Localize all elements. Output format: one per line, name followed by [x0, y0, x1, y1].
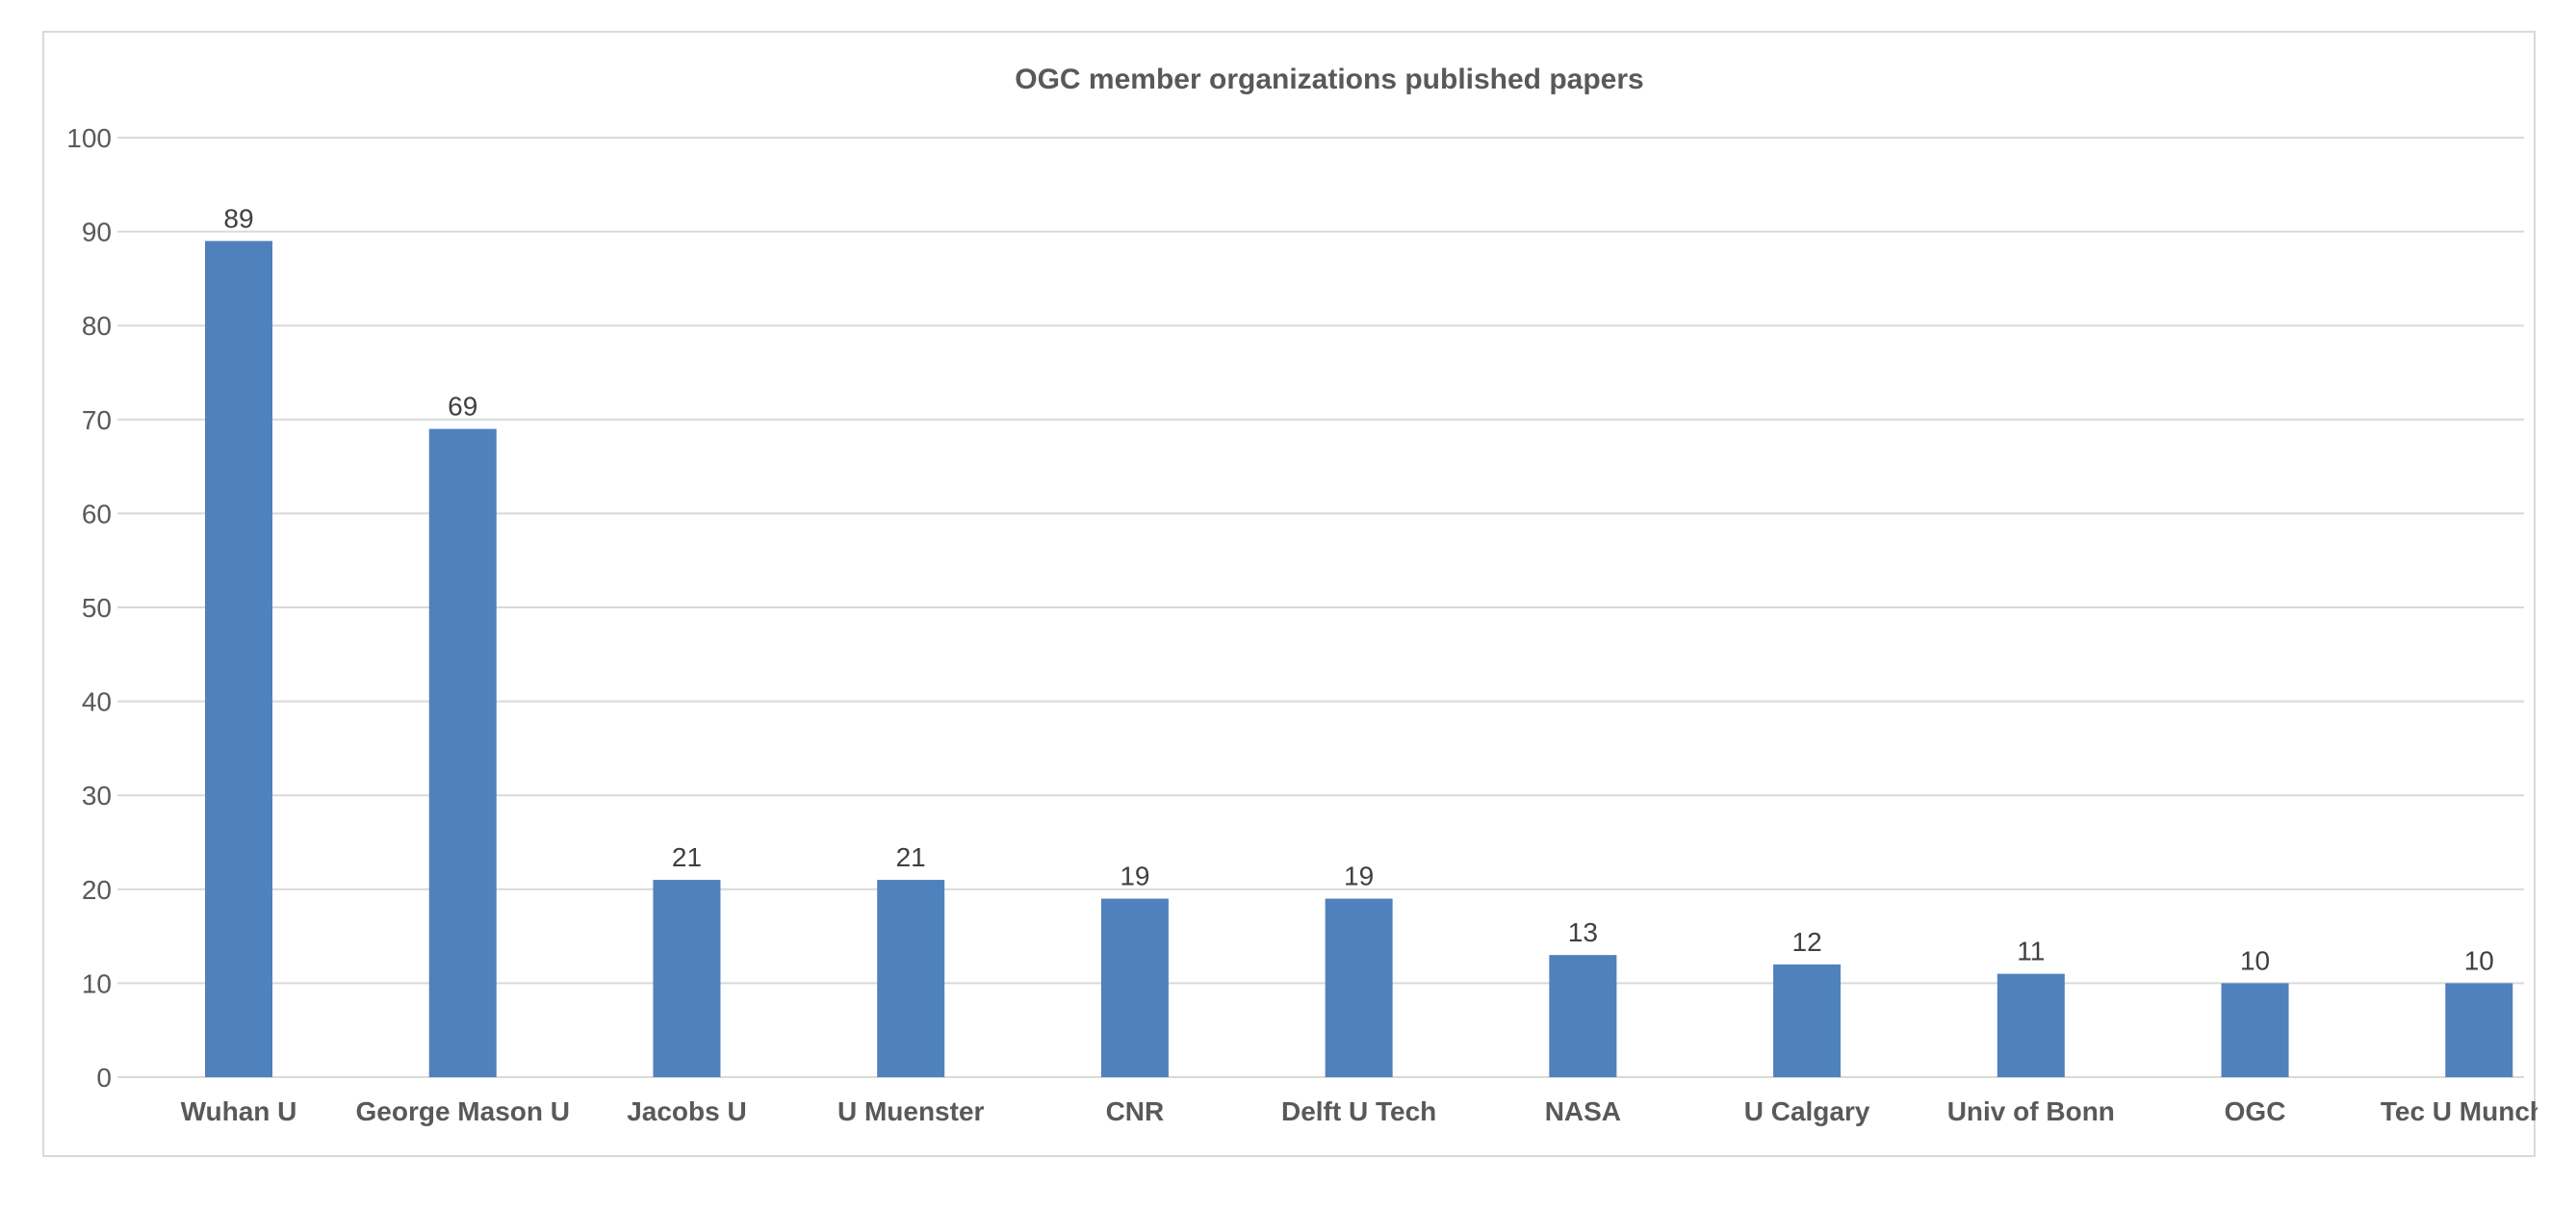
data-label: 69 — [448, 392, 477, 422]
category-label: NASA — [1545, 1096, 1621, 1126]
bar — [428, 428, 497, 1077]
data-label: 10 — [2464, 945, 2494, 975]
bar — [1996, 973, 2065, 1077]
y-tick-label: 0 — [96, 1063, 112, 1093]
y-tick-label: 70 — [82, 405, 112, 435]
bar — [2445, 983, 2513, 1077]
gridlines — [117, 137, 2524, 1078]
category-label: U Muenster — [837, 1096, 985, 1126]
y-tick-label: 90 — [82, 218, 112, 247]
bars — [205, 241, 2513, 1078]
chart-frame: OGC member organizations published paper… — [42, 31, 2537, 1157]
category-label: Jacobs U — [627, 1096, 747, 1126]
y-tick-label: 60 — [82, 499, 112, 528]
y-axis-ticks: 0 10 20 30 40 50 60 70 80 90 100 — [66, 123, 112, 1093]
y-tick-label: 20 — [82, 875, 112, 905]
category-label: Delft U Tech — [1281, 1096, 1436, 1126]
y-tick-label: 80 — [82, 311, 112, 341]
bar — [2221, 983, 2289, 1077]
category-label: George Mason U — [355, 1096, 569, 1126]
data-label: 19 — [1344, 862, 1374, 891]
bar-chart: OGC member organizations published paper… — [66, 64, 2537, 1126]
category-label: Tec U Munchen — [2381, 1096, 2537, 1126]
bar — [205, 241, 272, 1078]
bar — [1549, 955, 1617, 1077]
y-tick-label: 30 — [82, 781, 112, 811]
x-axis-categories: Wuhan U George Mason U Jacobs U U Muenster C… — [181, 1096, 2537, 1126]
bar — [653, 880, 721, 1077]
y-tick-label: 100 — [66, 123, 112, 153]
bar — [1773, 964, 1842, 1077]
bar — [877, 880, 945, 1077]
data-label: 21 — [672, 842, 702, 872]
category-label: CNR — [1106, 1096, 1165, 1126]
bar — [1325, 898, 1393, 1077]
data-label: 11 — [2017, 937, 2045, 966]
y-tick-label: 50 — [82, 593, 112, 623]
category-label: U Calgary — [1744, 1096, 1870, 1126]
category-label: OGC — [2225, 1096, 2286, 1126]
data-label: 10 — [2240, 945, 2270, 975]
data-labels: 89 69 21 21 19 19 13 12 11 10 10 — [223, 203, 2493, 975]
data-label: 19 — [1120, 862, 1149, 891]
category-label: Univ of Bonn — [1947, 1096, 2115, 1126]
data-label: 89 — [223, 203, 253, 233]
chart-title: OGC member organizations published paper… — [1015, 64, 1643, 95]
y-tick-label: 10 — [82, 968, 112, 998]
category-label: Wuhan U — [181, 1096, 297, 1126]
data-label: 21 — [896, 842, 926, 872]
data-label: 12 — [1792, 927, 1822, 957]
data-label: 13 — [1568, 917, 1598, 947]
bar — [1100, 898, 1169, 1077]
y-tick-label: 40 — [82, 687, 112, 717]
